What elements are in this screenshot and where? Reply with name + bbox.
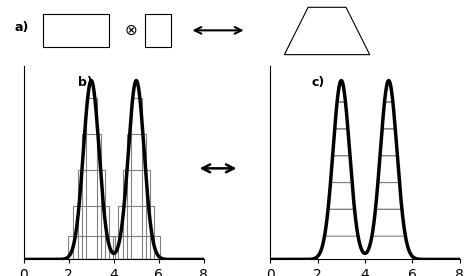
Text: a): a) [14,21,28,34]
Bar [131,99,142,259]
Bar [127,134,146,259]
Bar [123,170,150,259]
Bar [82,134,100,259]
Bar [68,236,115,259]
Text: b): b) [78,76,92,89]
Text: c): c) [312,76,325,89]
Bar [113,236,160,259]
Bar [43,14,109,47]
Bar [73,206,109,259]
Bar [145,14,171,47]
Bar [86,99,97,259]
Bar [118,206,155,259]
Polygon shape [284,7,370,55]
Text: $\otimes$: $\otimes$ [124,23,137,38]
Bar [78,170,105,259]
